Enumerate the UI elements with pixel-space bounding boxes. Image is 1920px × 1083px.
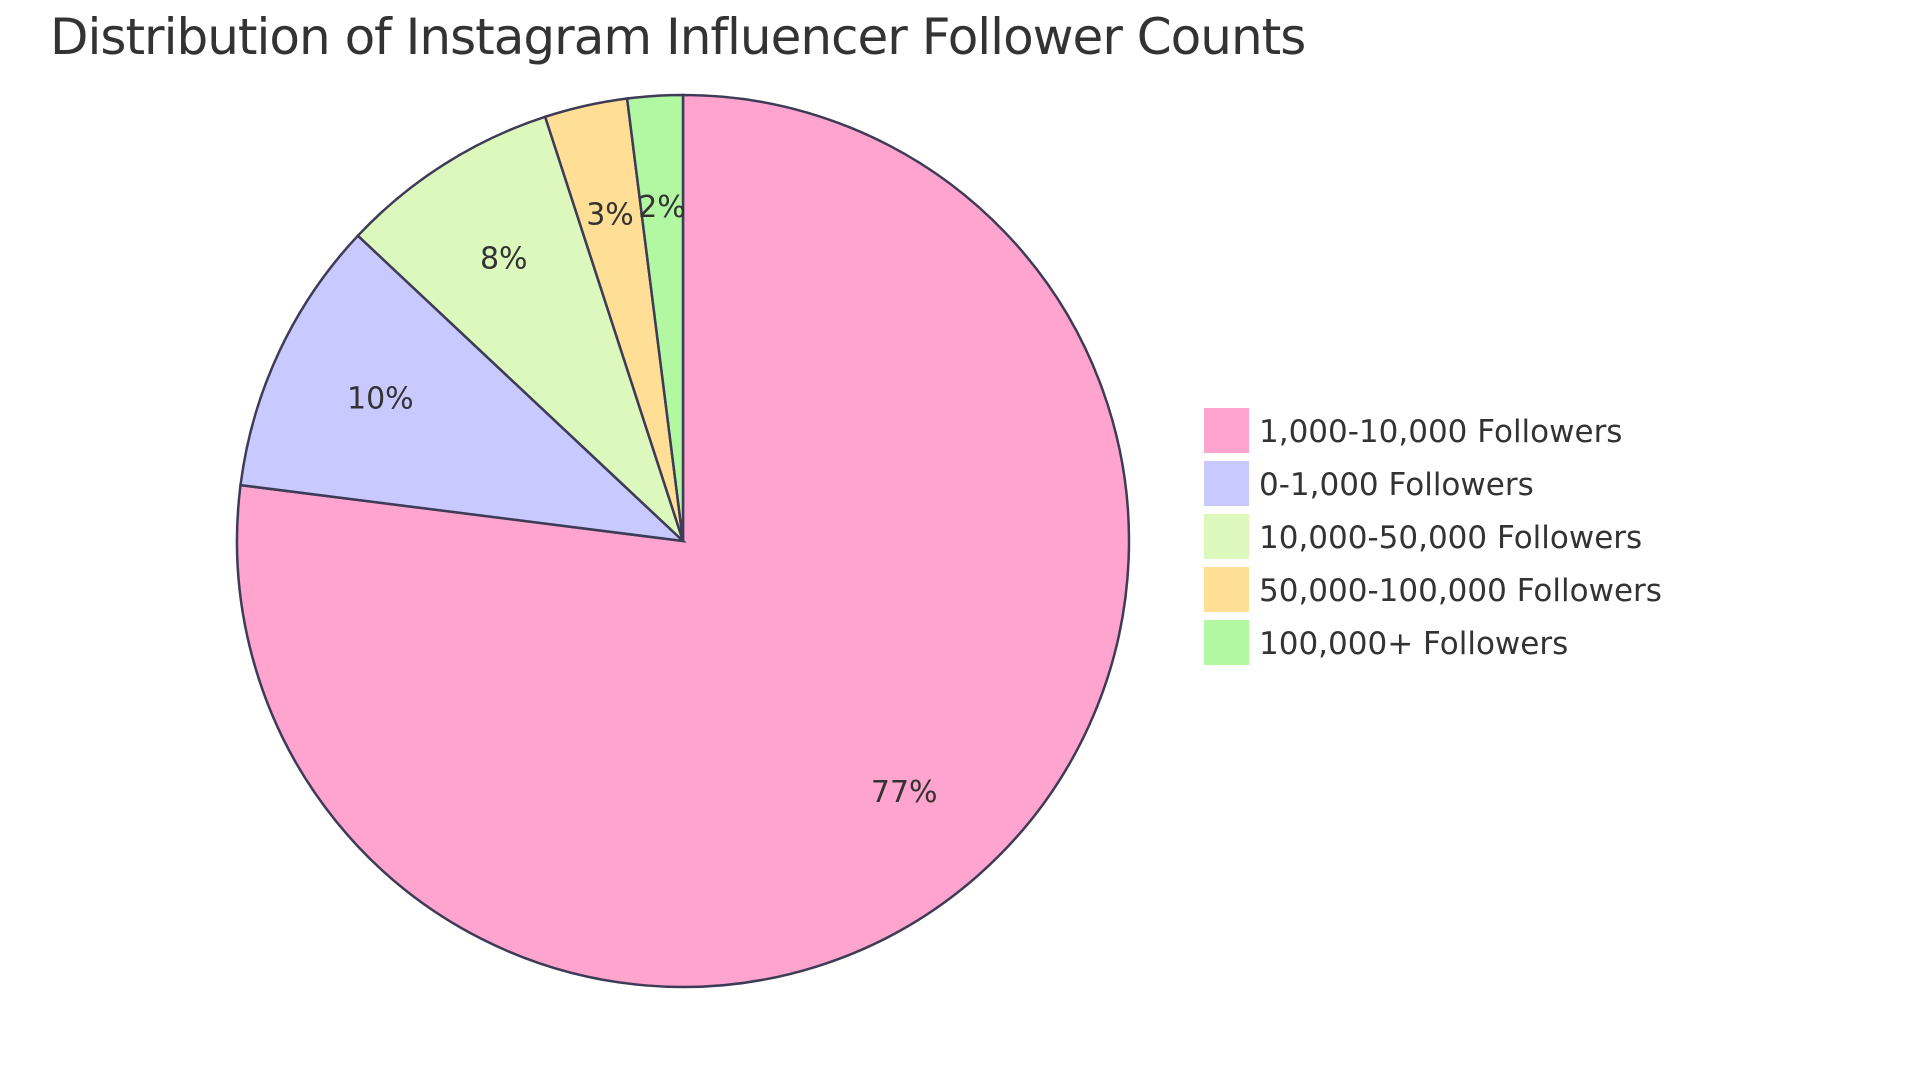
legend-label: 10,000-50,000 Followers bbox=[1259, 520, 1642, 556]
legend-label: 0-1,000 Followers bbox=[1259, 467, 1534, 503]
slice-label: 8% bbox=[480, 242, 528, 277]
slice-label: 2% bbox=[638, 190, 686, 225]
slice-label: 77% bbox=[871, 775, 938, 810]
chart-title: Distribution of Instagram Influencer Fol… bbox=[50, 8, 1306, 66]
legend-label: 100,000+ Followers bbox=[1259, 626, 1568, 662]
legend-swatch bbox=[1204, 567, 1249, 612]
slice-label: 3% bbox=[586, 198, 634, 233]
legend-swatch bbox=[1204, 514, 1249, 559]
legend-swatch bbox=[1204, 408, 1249, 453]
pie-slice bbox=[239, 233, 687, 543]
pie-slice bbox=[625, 93, 685, 542]
slice-label: 10% bbox=[347, 382, 414, 417]
legend-swatch bbox=[1204, 620, 1249, 665]
pie-slice bbox=[356, 115, 685, 542]
legend-swatch bbox=[1204, 461, 1249, 506]
legend-label: 50,000-100,000 Followers bbox=[1259, 573, 1662, 609]
legend-label: 1,000-10,000 Followers bbox=[1259, 414, 1622, 450]
